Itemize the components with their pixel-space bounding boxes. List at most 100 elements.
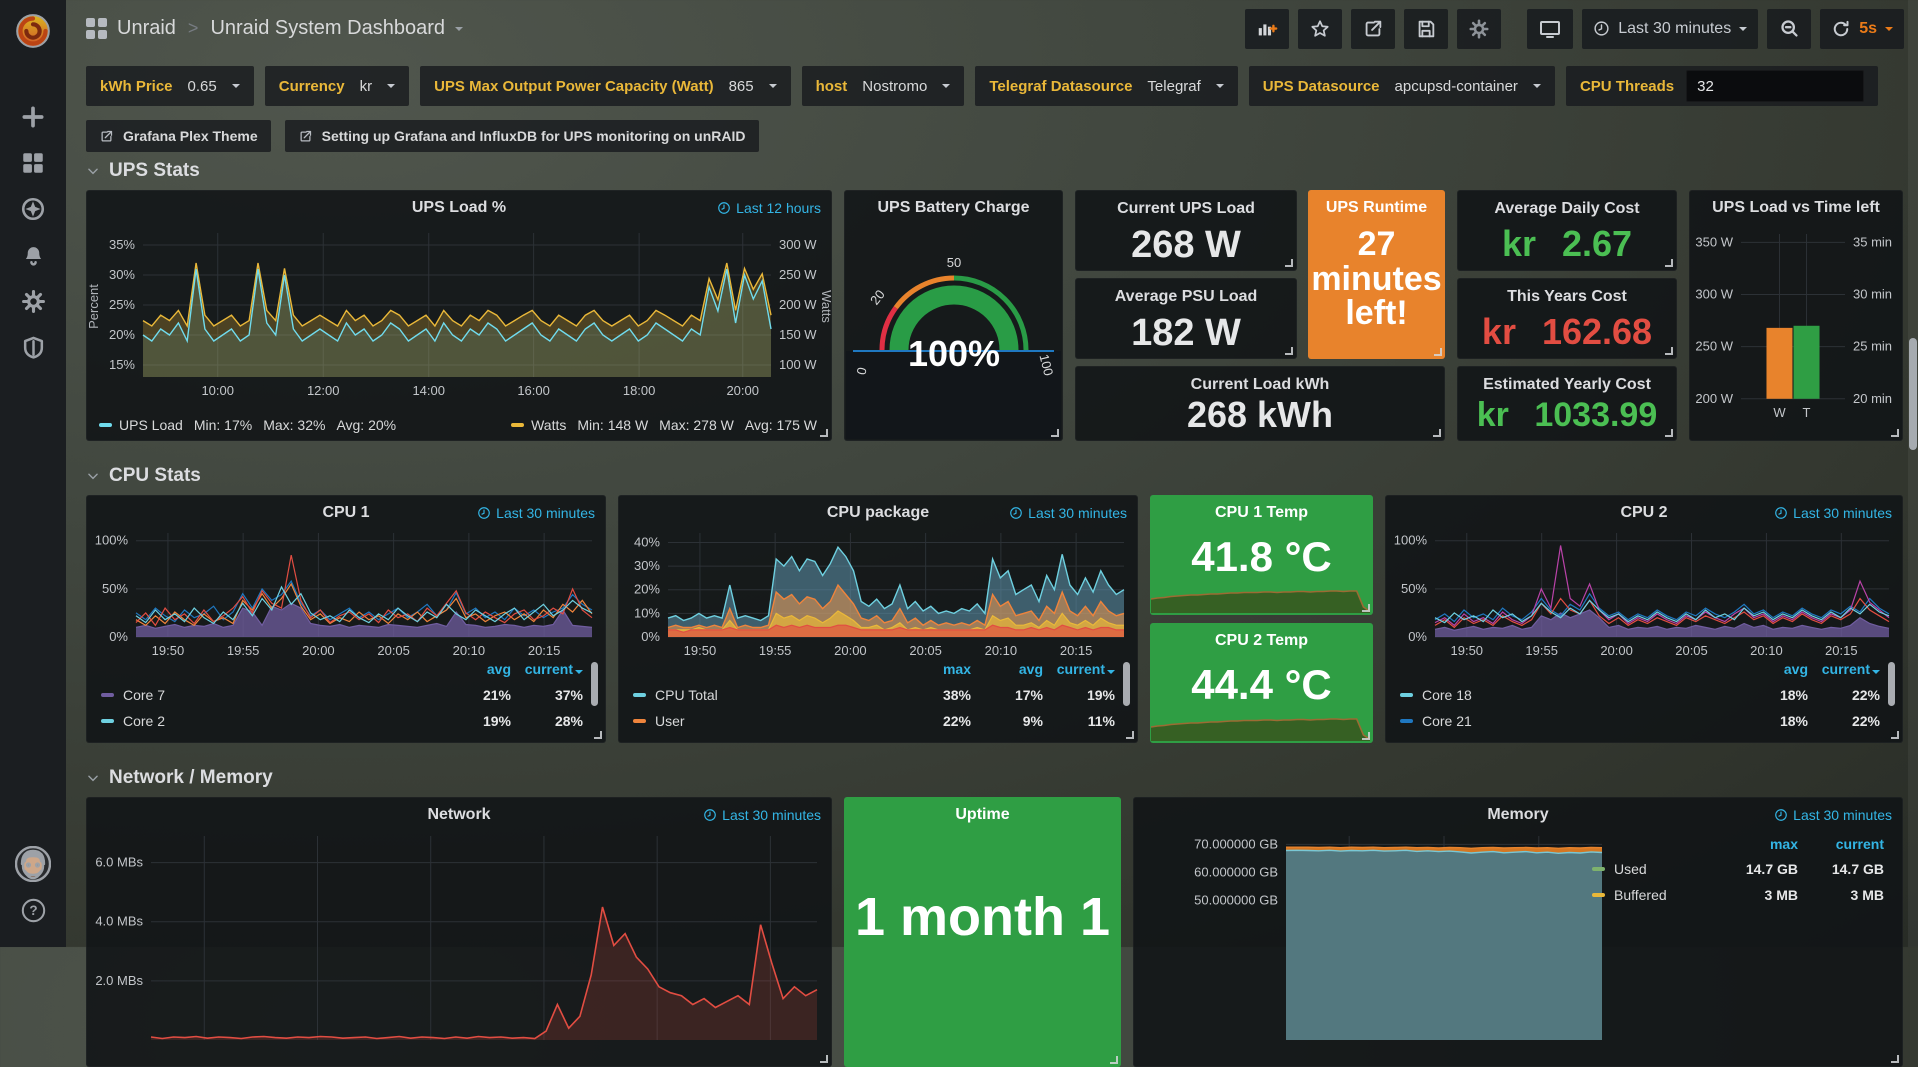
gauge-threshold-line	[853, 350, 1054, 352]
svg-text:W: W	[1773, 405, 1786, 420]
dashboard-grid-icon	[86, 18, 107, 39]
star-button[interactable]	[1298, 8, 1343, 49]
sidebar: ?	[0, 0, 66, 947]
section-network-memory[interactable]: Network / Memory	[86, 767, 1918, 789]
svg-text:25 min: 25 min	[1853, 339, 1892, 354]
panel-cpu-package: CPU package Last 30 minutes 19:50 19:55 20…	[618, 495, 1138, 743]
chevron-down-icon	[88, 168, 98, 175]
add-panel-button[interactable]	[1245, 8, 1290, 49]
dashboards-grid-icon[interactable]	[10, 140, 56, 186]
battery-gauge[interactable]: 0 20 50 100 100%	[854, 220, 1054, 420]
link-ups-monitoring-guide[interactable]: Setting up Grafana and InfluxDB for UPS …	[284, 120, 759, 152]
stat-value: 1 month 1	[854, 887, 1111, 947]
legend-series-name[interactable]: Watts	[531, 417, 567, 433]
chart-legend: avg current Core 18 18% 22% Core 21 18% 22…	[1400, 656, 1880, 734]
cpu2-chart[interactable]: 19:50 19:55 20:00 20:05 20:10 20:15 100% 50% 0%	[1387, 523, 1901, 665]
panel-network: Network Last 30 minutes 6.0 MBs 4.0 MBs 2.…	[86, 797, 832, 1067]
chart-legend: max current Used 14.7 GB 14.7 GB Buffered…	[1592, 832, 1884, 908]
kiosk-monitor-button[interactable]	[1527, 8, 1574, 49]
breadcrumb-page-title[interactable]: Unraid System Dashboard	[210, 17, 445, 39]
variable-host[interactable]: host Nostromo	[801, 66, 965, 106]
memory-chart[interactable]: 70.000000 GB 60.000000 GB 50.000000 GB	[1136, 826, 1606, 1064]
svg-text:19:50: 19:50	[152, 643, 185, 658]
zoom-out-button[interactable]	[1767, 8, 1812, 49]
legend-header[interactable]: avg	[1783, 661, 1808, 677]
chart-legend: avg current Core 7 21% 37% Core 2 19% 28%	[101, 656, 583, 734]
time-range-picker[interactable]: Last 30 minutes	[1582, 8, 1759, 49]
svg-text:30%: 30%	[109, 267, 135, 282]
section-cpu-stats[interactable]: CPU Stats	[86, 465, 1918, 487]
variable-telegraf-datasource[interactable]: Telegraf Datasource Telegraf	[975, 66, 1238, 106]
cpu2-temp-sparkline	[1151, 718, 1370, 741]
legend-scrollbar[interactable]	[1888, 662, 1895, 706]
settings-gear-button[interactable]	[1457, 8, 1502, 49]
save-button[interactable]	[1404, 8, 1449, 49]
link-grafana-plex-theme[interactable]: Grafana Plex Theme	[86, 120, 271, 152]
legend-row: CPU Total 38% 17% 19%	[633, 682, 1115, 708]
svg-text:0%: 0%	[641, 629, 660, 644]
grafana-logo[interactable]	[10, 8, 56, 54]
panel-uptime: Uptime 1 month 1	[844, 797, 1121, 1067]
variable-ups-datasource[interactable]: UPS Datasource apcupsd-container	[1248, 66, 1555, 106]
configuration-gear-icon[interactable]	[10, 278, 56, 324]
legend-header[interactable]: current	[1808, 661, 1880, 677]
svg-text:19:55: 19:55	[227, 643, 260, 658]
sort-caret-icon	[1872, 670, 1880, 674]
share-button[interactable]	[1351, 8, 1396, 49]
panel-title[interactable]: UPS Load %	[411, 199, 507, 216]
chevron-down-icon	[88, 473, 98, 480]
legend-header[interactable]: current	[511, 661, 583, 677]
admin-shield-icon[interactable]	[10, 324, 56, 370]
legend-scrollbar[interactable]	[591, 662, 598, 706]
legend-header[interactable]: current	[1043, 661, 1115, 677]
panel-time-range[interactable]: Last 30 minutes	[1774, 505, 1892, 521]
variable-kwh-price[interactable]: kWh Price 0.65	[86, 66, 254, 106]
legend-header[interactable]: avg	[1018, 661, 1043, 677]
section-ups-stats[interactable]: UPS Stats	[86, 160, 1918, 182]
svg-text:20:05: 20:05	[1675, 643, 1708, 658]
panel-title[interactable]: UPS Battery Charge	[877, 199, 1030, 216]
gauge-label-100: 100	[1036, 353, 1054, 378]
variable-currency[interactable]: Currency kr	[264, 66, 410, 106]
legend-header[interactable]: max	[942, 661, 971, 677]
panel-average-daily-cost: Average Daily Cost kr 2.67	[1457, 190, 1677, 271]
svg-text:40%: 40%	[634, 534, 660, 549]
panel-time-range[interactable]: Last 30 minutes	[1774, 807, 1892, 823]
svg-text:20:15: 20:15	[1060, 643, 1093, 658]
variable-ups-max-power[interactable]: UPS Max Output Power Capacity (Watt) 865	[420, 66, 791, 106]
svg-text:35 min: 35 min	[1853, 234, 1892, 249]
ups-load-chart[interactable]: 10:00 12:00 14:00 16:00 18:00 20:00 35% 30% 25% 2…	[89, 219, 829, 405]
legend-header[interactable]: max	[1769, 836, 1798, 852]
chart-legend: UPS Load Min: 17% Max: 32% Avg: 20% Watt…	[99, 417, 817, 433]
legend-header[interactable]: current	[1835, 836, 1884, 852]
panel-time-range[interactable]: Last 12 hours	[717, 200, 821, 216]
panel-time-range[interactable]: Last 30 minutes	[703, 807, 821, 823]
legend-row: Core 7 21% 37%	[101, 682, 583, 708]
svg-text:150 W: 150 W	[779, 327, 817, 342]
cpu1-chart[interactable]: 19:50 19:55 20:00 20:05 20:10 20:15 100% 50% 0%	[88, 523, 604, 665]
legend-series-name[interactable]: UPS Load	[119, 417, 183, 433]
breadcrumb-section[interactable]: Unraid	[117, 17, 176, 39]
panel-time-range[interactable]: Last 30 minutes	[1009, 505, 1127, 521]
cpu-package-chart[interactable]: 19:50 19:55 20:00 20:05 20:10 20:15 40% 30% 20% 1…	[620, 523, 1136, 665]
ups-load-time-bars-chart[interactable]: 350 W 300 W 250 W 200 W 35 min 30 min 25 min 20…	[1691, 218, 1903, 440]
svg-text:20:10: 20:10	[453, 643, 486, 658]
panel-time-range[interactable]: Last 30 minutes	[477, 505, 595, 521]
svg-text:100 W: 100 W	[779, 357, 817, 372]
legend-header[interactable]: avg	[486, 661, 511, 677]
legend-scrollbar[interactable]	[1123, 662, 1130, 706]
create-plus-icon[interactable]	[10, 94, 56, 140]
dashboard-picker-caret-icon[interactable]	[455, 26, 463, 31]
avatar[interactable]	[10, 841, 56, 887]
alerting-bell-icon[interactable]	[10, 232, 56, 278]
help-icon[interactable]: ?	[10, 887, 56, 933]
cpu-threads-input[interactable]	[1686, 70, 1865, 102]
refresh-picker[interactable]: 5s	[1820, 8, 1904, 49]
explore-compass-icon[interactable]	[10, 186, 56, 232]
page-scrollbar[interactable]	[1908, 0, 1918, 947]
svg-text:350 W: 350 W	[1695, 234, 1733, 249]
svg-text:20:00: 20:00	[726, 383, 759, 398]
stat-value: 41.8 °C	[1191, 533, 1332, 580]
network-chart[interactable]: 6.0 MBs 4.0 MBs 2.0 MBs	[89, 826, 831, 1064]
svg-text:14:00: 14:00	[412, 383, 445, 398]
